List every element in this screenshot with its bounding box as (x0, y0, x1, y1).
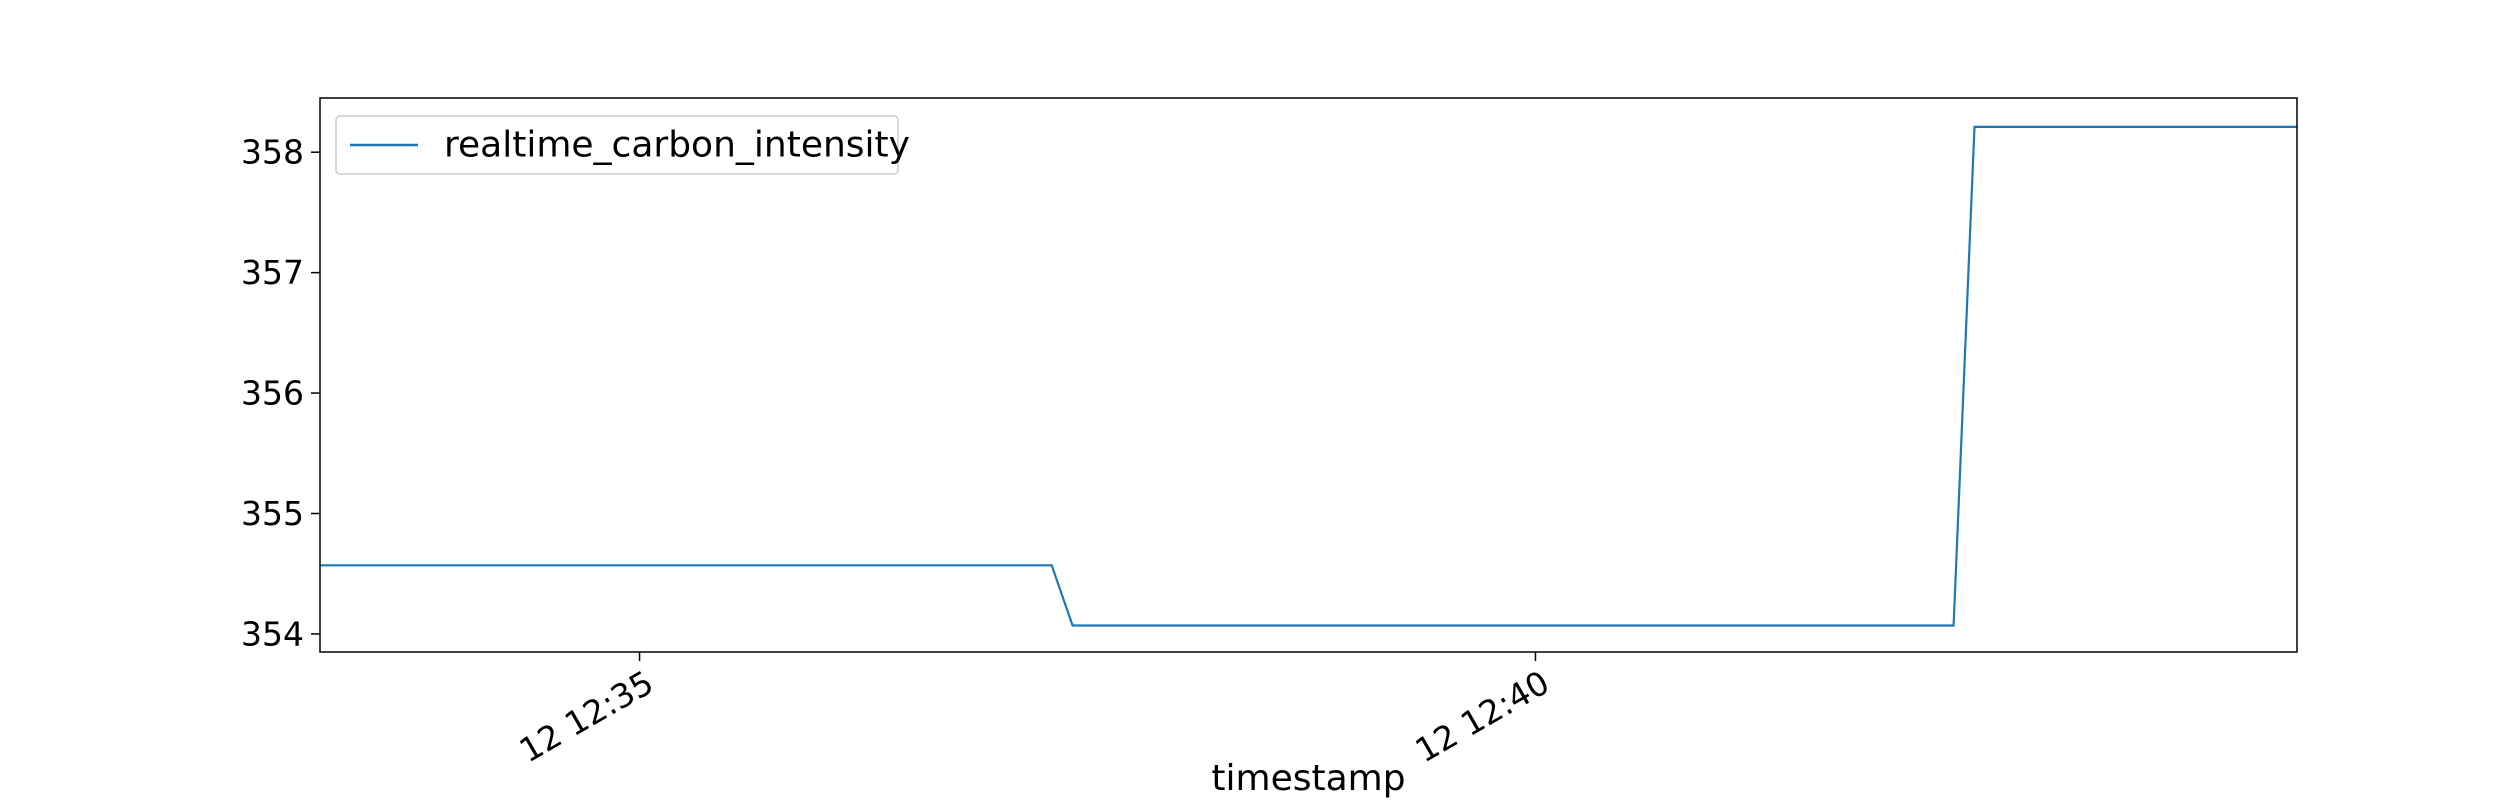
legend-box (335, 115, 899, 175)
plot-area-frame (319, 97, 2298, 653)
y-tick-label: 357 (241, 253, 304, 292)
x-axis-title: timestamp (1211, 758, 1405, 799)
y-tick-label: 354 (241, 614, 304, 653)
legend-entry-label: realtime_carbon_intensity (444, 125, 910, 166)
series-line-realtime_carbon_intensity (320, 125, 2297, 627)
series-layer (320, 125, 2297, 627)
y-tick-label: 355 (241, 494, 304, 533)
y-tick-label: 358 (241, 133, 304, 172)
y-axis-ticks: 354 355 356 357 358 (241, 133, 320, 653)
y-tick-label: 356 (241, 374, 304, 413)
legend: realtime_carbon_intensity (335, 115, 910, 175)
